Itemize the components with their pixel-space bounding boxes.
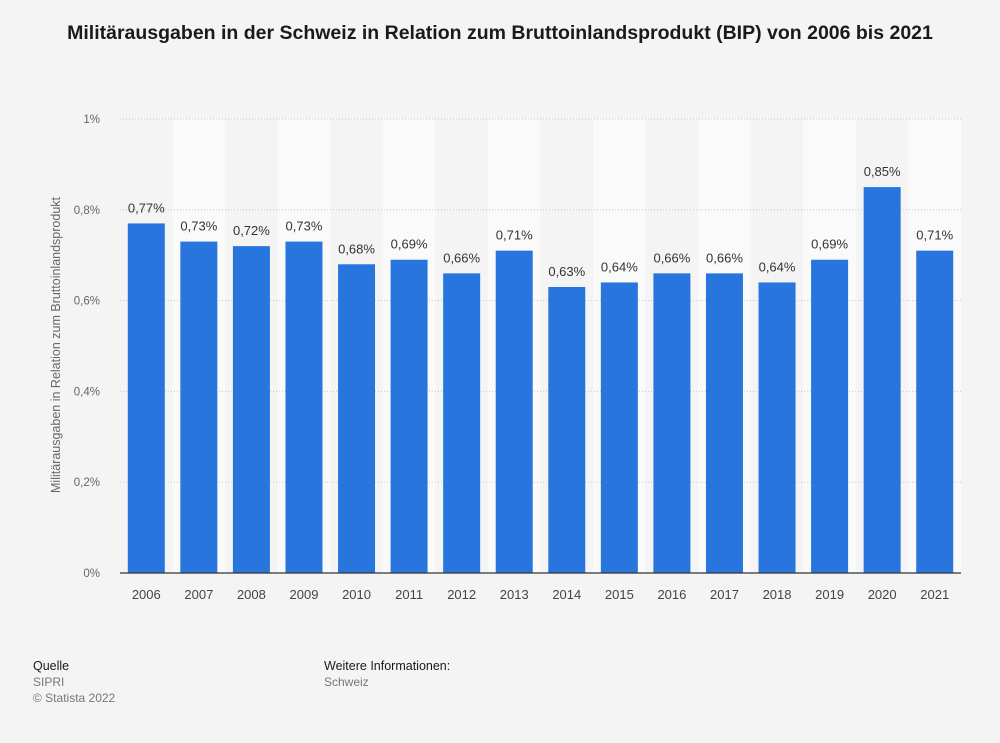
- bar-2011: [390, 259, 428, 573]
- bar-2009: [285, 241, 323, 573]
- x-tick-label: 2015: [605, 587, 634, 602]
- x-tick-label: 2018: [763, 587, 792, 602]
- x-tick-label: 2014: [552, 587, 581, 602]
- value-label: 0,63%: [548, 264, 585, 279]
- value-label: 0,71%: [916, 228, 953, 243]
- value-label: 0,73%: [286, 219, 323, 234]
- bar-2010: [338, 264, 376, 573]
- value-label: 0,72%: [233, 223, 270, 238]
- y-tick-label: 0,8%: [74, 205, 100, 217]
- value-label: 0,66%: [443, 250, 480, 265]
- value-label: 0,71%: [496, 228, 533, 243]
- bar-2014: [548, 286, 586, 573]
- bar-2018: [758, 282, 796, 573]
- y-tick-label: 0,2%: [74, 477, 100, 489]
- x-tick-label: 2012: [447, 587, 476, 602]
- bar-2021: [916, 250, 954, 573]
- bar-2007: [180, 241, 218, 573]
- copyright: © Statista 2022: [33, 691, 116, 705]
- bar-2020: [863, 187, 901, 573]
- x-tick-label: 2016: [657, 587, 686, 602]
- x-tick-label: 2010: [342, 587, 371, 602]
- value-label: 0,73%: [180, 219, 217, 234]
- y-tick-label: 0,6%: [74, 296, 100, 308]
- x-tick-label: 2006: [132, 587, 161, 602]
- value-label: 0,85%: [864, 164, 901, 179]
- value-label: 0,69%: [391, 237, 428, 252]
- x-tick-label: 2019: [815, 587, 844, 602]
- info-block: Weitere Informationen: Schweiz: [324, 658, 450, 690]
- x-tick-label: 2017: [710, 587, 739, 602]
- x-tick-label: 2013: [500, 587, 529, 602]
- bar-2012: [443, 273, 481, 573]
- info-heading: Weitere Informationen:: [324, 659, 451, 673]
- x-tick-label: 2009: [290, 587, 319, 602]
- x-tick-label: 2020: [868, 587, 897, 602]
- x-tick-label: 2011: [395, 587, 423, 602]
- bar-2016: [653, 273, 691, 573]
- chart-title: Militärausgaben in der Schweiz in Relati…: [67, 22, 933, 44]
- bar-2008: [232, 246, 270, 573]
- bar-2013: [495, 250, 533, 573]
- bar-2017: [705, 273, 743, 573]
- value-label: 0,66%: [653, 250, 690, 265]
- value-label: 0,64%: [759, 259, 796, 274]
- y-tick-label: 1%: [83, 114, 100, 126]
- x-tick-label: 2021: [920, 587, 949, 602]
- value-label: 0,66%: [706, 250, 743, 265]
- bar-2015: [600, 282, 638, 573]
- x-tick-label: 2007: [184, 587, 213, 602]
- y-tick-label: 0%: [83, 568, 100, 580]
- value-label: 0,64%: [601, 259, 638, 274]
- bar-2006: [127, 223, 165, 574]
- x-tick-label: 2008: [237, 587, 266, 602]
- value-label: 0,77%: [128, 200, 165, 215]
- source-block: Quelle SIPRI © Statista 2022: [33, 658, 115, 706]
- info-value: Schweiz: [324, 675, 369, 689]
- value-label: 0,68%: [338, 241, 375, 256]
- source-name: SIPRI: [33, 675, 65, 689]
- y-tick-label: 0,4%: [74, 386, 100, 398]
- source-heading: Quelle: [33, 659, 70, 673]
- value-label: 0,69%: [811, 237, 848, 252]
- bar-2019: [811, 259, 849, 573]
